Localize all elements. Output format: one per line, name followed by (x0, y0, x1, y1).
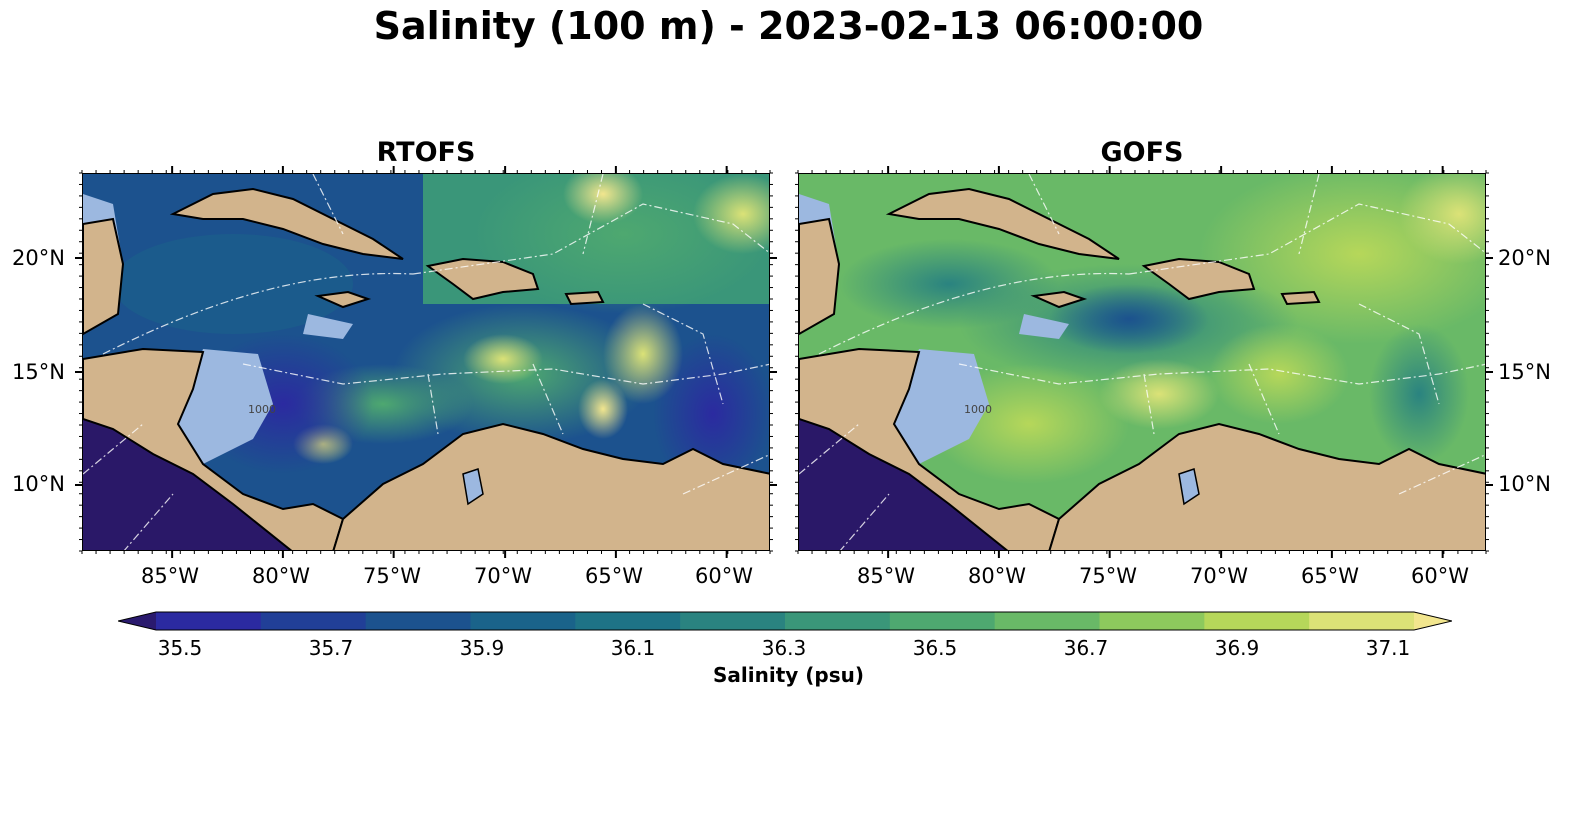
map-panel-rtofs: 1000 (82, 173, 770, 551)
colorbar (118, 611, 1452, 631)
x-tick-label: 85°W (141, 564, 199, 588)
colorbar-tick: 36.5 (912, 636, 958, 660)
colorbar-tick: 37.1 (1365, 636, 1411, 660)
colorbar-segment (365, 612, 471, 630)
contour-label: 1000 (248, 403, 276, 416)
y-tick-label: 15°N (1498, 360, 1551, 384)
salinity-map-gofs: 1000 (799, 174, 1485, 550)
colorbar-tick: 36.1 (610, 636, 656, 660)
colorbar-segment (156, 612, 262, 630)
colorbar-tick: 35.5 (157, 636, 203, 660)
x-tick-label: 65°W (585, 564, 643, 588)
colorbar-segment (575, 612, 681, 630)
figure-title: Salinity (100 m) - 2023-02-13 06:00:00 (373, 4, 1204, 48)
colorbar-extend-high (1414, 612, 1452, 630)
colorbar-segment (470, 612, 576, 630)
y-tick-label: 20°N (1498, 246, 1551, 270)
colorbar-outline (118, 611, 1452, 631)
x-tick-label: 70°W (1190, 564, 1248, 588)
y-tick-label: 10°N (12, 472, 65, 496)
colorbar-label: Salinity (psu) (712, 663, 864, 687)
panel-title-rtofs: RTOFS (376, 137, 476, 168)
colorbar-extend-low (118, 612, 156, 630)
x-tick-label: 70°W (474, 564, 532, 588)
y-tick-label: 10°N (1498, 472, 1551, 496)
x-tick-label: 80°W (252, 564, 310, 588)
colorbar-tick: 36.7 (1063, 636, 1109, 660)
salinity-map-rtofs: 1000 (83, 174, 769, 550)
colorbar-tick: 36.9 (1214, 636, 1260, 660)
x-tick-label: 75°W (363, 564, 421, 588)
colorbar-segment (785, 612, 891, 630)
x-tick-label: 80°W (968, 564, 1026, 588)
colorbar-segment (1099, 612, 1205, 630)
colorbar-tick: 35.7 (308, 636, 354, 660)
colorbar-segment (889, 612, 996, 630)
colorbar-segment (1309, 612, 1415, 630)
colorbar-segment (260, 612, 367, 630)
x-tick-label: 60°W (695, 564, 753, 588)
colorbar-segment (680, 612, 786, 630)
x-tick-label: 85°W (857, 564, 915, 588)
x-tick-label: 65°W (1301, 564, 1359, 588)
colorbar-segment (994, 612, 1100, 630)
y-tick-label: 15°N (12, 360, 65, 384)
panel-title-gofs: GOFS (1100, 137, 1184, 168)
x-tick-label: 60°W (1411, 564, 1469, 588)
map-panel-gofs: 1000 (798, 173, 1486, 551)
contour-label: 1000 (964, 403, 992, 416)
colorbar-tick: 36.3 (761, 636, 807, 660)
y-tick-label: 20°N (12, 246, 65, 270)
colorbar-tick: 35.9 (459, 636, 505, 660)
colorbar-segment (1204, 612, 1310, 630)
x-tick-label: 75°W (1079, 564, 1137, 588)
